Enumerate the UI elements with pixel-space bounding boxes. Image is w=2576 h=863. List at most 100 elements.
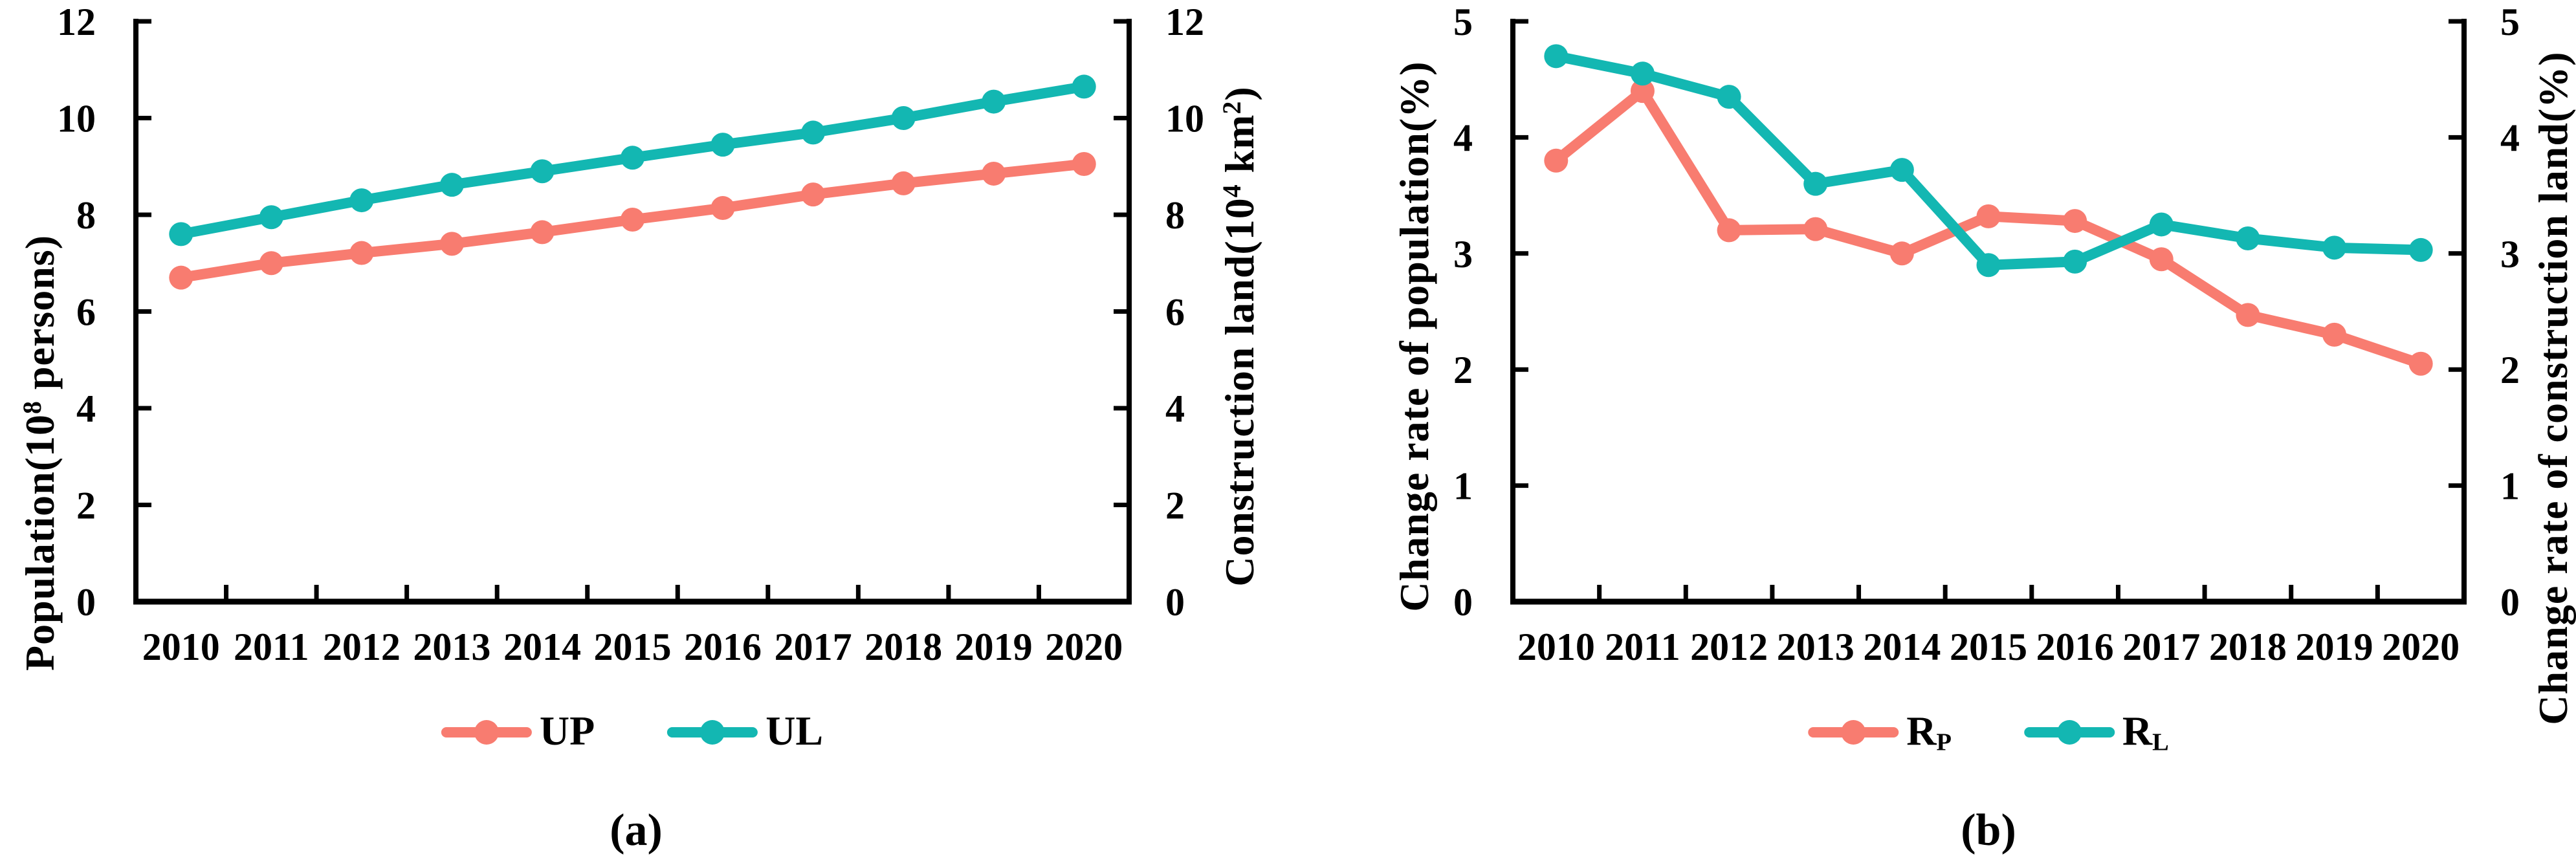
- right-axis-tick-label: 1: [2500, 465, 2520, 508]
- data-point-up: [891, 171, 916, 195]
- left-axis-tick-label: 2: [76, 485, 96, 527]
- right-axis-tick-label: 6: [1165, 291, 1185, 334]
- left-axis-tick-label: 2: [1453, 349, 1473, 391]
- x-axis-year-label: 2017: [775, 626, 852, 668]
- data-point-rp: [1544, 148, 1569, 173]
- data-point-rl: [1889, 158, 1914, 182]
- data-point-ul: [259, 205, 283, 230]
- right-axis-tick-label: 2: [1165, 485, 1185, 527]
- right-axis-tick-label: 8: [1165, 194, 1185, 237]
- axis-label-construction-rate: Change rate of construction land(%): [2530, 51, 2576, 725]
- data-point-rp: [1717, 218, 1741, 243]
- right-axis-tick-label: 10: [1165, 98, 1204, 140]
- left-axis-tick-label: 10: [57, 98, 96, 140]
- chart-a-canvas: 0 2 4 6 8 10 12 0 2 4 6 8 10 12 2010 2011 2012 2013 2014 20…: [57, 1, 1204, 668]
- data-point-ul: [439, 173, 464, 197]
- left-axis-tick-label: 6: [76, 291, 96, 334]
- data-point-rl: [1717, 85, 1741, 109]
- x-axis-year-label: 2010: [1517, 626, 1595, 668]
- data-point-rp: [2236, 303, 2260, 327]
- data-point-ul: [530, 159, 555, 184]
- data-point-up: [801, 182, 826, 207]
- legend-b: RP RL: [1808, 710, 2169, 755]
- data-point-up: [982, 161, 1006, 186]
- data-point-rp: [2408, 351, 2433, 376]
- x-axis-year-label: 2017: [2122, 626, 2200, 668]
- right-axis-tick-label: 5: [2500, 1, 2520, 43]
- line-marker-icon: [441, 719, 532, 745]
- x-axis-year-label: 2015: [1950, 626, 2027, 668]
- data-point-up: [710, 196, 735, 221]
- x-axis-year-label: 2014: [1863, 626, 1941, 668]
- data-point-rp: [2149, 247, 2174, 272]
- x-axis-year-label: 2019: [2296, 626, 2373, 668]
- x-axis-year-label: 2011: [1605, 626, 1680, 668]
- right-axis-tick-label: 0: [1165, 581, 1185, 624]
- data-point-rl: [2063, 249, 2087, 274]
- left-axis-tick-label: 5: [1453, 1, 1473, 43]
- left-axis-tick-label: 1: [1453, 465, 1473, 508]
- x-axis-year-label: 2018: [864, 626, 942, 668]
- axis-label-construction-land: Construction land(104 km2): [1216, 86, 1262, 587]
- data-point-up: [1072, 152, 1096, 177]
- right-axis-tick-label: 3: [2500, 233, 2520, 276]
- legend-label-ul: UL: [765, 708, 824, 754]
- data-point-ul: [801, 120, 826, 145]
- left-axis-tick-label: 0: [76, 581, 96, 624]
- caption-b: (b): [1961, 805, 2016, 855]
- data-point-rl: [2408, 237, 2433, 262]
- x-axis-year-label: 2012: [1690, 626, 1768, 668]
- data-point-rl: [2149, 212, 2174, 237]
- data-point-ul: [982, 89, 1006, 114]
- line-marker-icon: [1808, 719, 1899, 745]
- data-point-rl: [1976, 253, 2001, 278]
- data-point-ul: [349, 188, 374, 213]
- x-axis-year-label: 2011: [234, 626, 309, 668]
- axis-label-population-rate: Change rate of population(%): [1391, 61, 1437, 612]
- axis-label-population: Population(108 persons): [17, 234, 63, 672]
- data-point-up: [439, 232, 464, 256]
- legend-item-rl: RL: [2023, 710, 2169, 755]
- data-point-rl: [1544, 44, 1569, 69]
- panel-b: 0 1 2 3 4 5 0 1 2 3 4 5 2010 2011 2012 2013 2014 2015 2016…: [1288, 0, 2576, 863]
- x-axis-year-label: 2020: [2382, 626, 2460, 668]
- legend-label-up: UP: [539, 708, 595, 754]
- legend-label-rp: RP: [1906, 708, 1952, 756]
- left-axis-tick-label: 4: [76, 388, 96, 430]
- right-axis-tick-label: 4: [1165, 388, 1185, 430]
- right-axis-tick-label: 12: [1165, 1, 1204, 43]
- legend-item-ul: UL: [667, 710, 823, 755]
- line-marker-icon: [667, 719, 758, 745]
- legend-item-up: UP: [441, 710, 595, 755]
- data-point-rl: [2322, 235, 2347, 260]
- left-axis-tick-label: 4: [1453, 116, 1473, 159]
- data-point-rp: [2063, 209, 2087, 234]
- x-axis-year-label: 2019: [955, 626, 1033, 668]
- data-point-rp: [1889, 241, 1914, 266]
- legend-item-rp: RP: [1808, 710, 1952, 755]
- left-axis-tick-label: 0: [1453, 581, 1473, 624]
- data-point-rp: [2322, 322, 2347, 347]
- x-axis-year-label: 2020: [1045, 626, 1123, 668]
- data-point-ul: [621, 146, 644, 170]
- right-axis-tick-label: 4: [2500, 116, 2520, 159]
- x-axis-year-label: 2013: [1777, 626, 1855, 668]
- x-axis-year-label: 2016: [684, 626, 762, 668]
- x-axis-year-label: 2018: [2209, 626, 2287, 668]
- data-point-rp: [1803, 217, 1828, 241]
- left-axis-tick-label: 8: [76, 194, 96, 237]
- right-axis-tick-label: 2: [2500, 349, 2520, 391]
- data-point-ul: [710, 133, 735, 157]
- data-point-up: [259, 251, 283, 276]
- panel-a: 0 2 4 6 8 10 12 0 2 4 6 8 10 12 2010 2011 2012 2013 2014 20…: [17, 1, 1262, 855]
- data-point-up: [169, 265, 193, 290]
- data-point-rp: [1976, 204, 2001, 228]
- x-axis-year-label: 2016: [2036, 626, 2114, 668]
- x-axis-year-label: 2014: [503, 626, 581, 668]
- x-axis-year-label: 2012: [323, 626, 401, 668]
- x-axis-year-label: 2015: [594, 626, 672, 668]
- line-marker-icon: [2023, 719, 2115, 745]
- data-point-rp: [1630, 79, 1655, 104]
- data-point-ul: [891, 106, 916, 130]
